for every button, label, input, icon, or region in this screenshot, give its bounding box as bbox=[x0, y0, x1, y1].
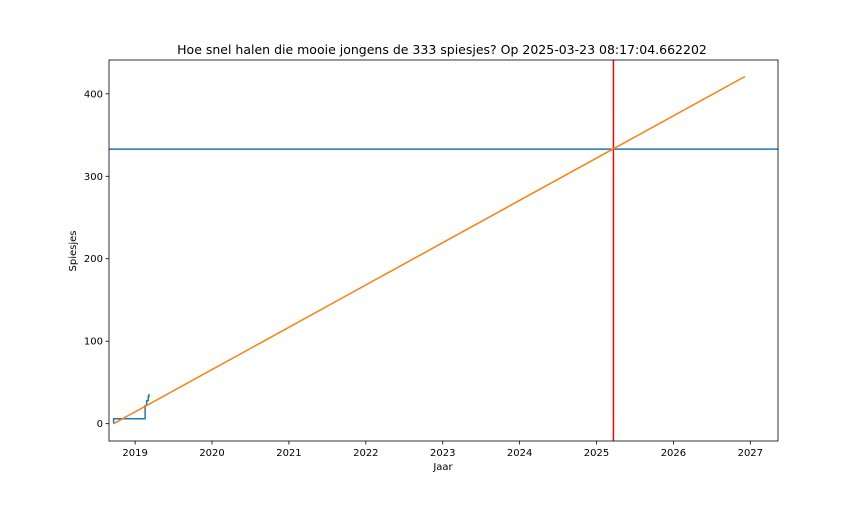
y-tick-label: 0 bbox=[97, 419, 103, 430]
axes-box bbox=[108, 59, 779, 442]
x-tick-label: 2027 bbox=[738, 448, 763, 459]
plot-area bbox=[109, 60, 778, 441]
y-tick-label: 200 bbox=[84, 254, 103, 265]
x-tick-label: 2025 bbox=[584, 448, 609, 459]
x-tick-label: 2023 bbox=[430, 448, 455, 459]
y-tick-label: 300 bbox=[84, 172, 103, 183]
x-tick-label: 2020 bbox=[199, 448, 224, 459]
chart-title: Hoe snel halen die mooie jongens de 333 … bbox=[177, 42, 707, 57]
x-tick-label: 2022 bbox=[353, 448, 378, 459]
x-tick-label: 2019 bbox=[122, 448, 147, 459]
trend-line bbox=[113, 75, 746, 425]
y-axis-label: Spiesjes bbox=[68, 231, 79, 272]
x-tick-label: 2024 bbox=[507, 448, 532, 459]
x-tick-label: 2021 bbox=[276, 448, 301, 459]
y-tick-label: 100 bbox=[84, 337, 103, 348]
axes-frame: 2019 2020 2021 2022 2023 2024 2025 2026 2027 0 100… bbox=[84, 59, 779, 459]
x-axis-label: Jaar bbox=[432, 462, 453, 473]
progress-step-line bbox=[112, 393, 150, 424]
y-tick-label: 400 bbox=[84, 89, 103, 100]
x-tick-label: 2026 bbox=[661, 448, 686, 459]
